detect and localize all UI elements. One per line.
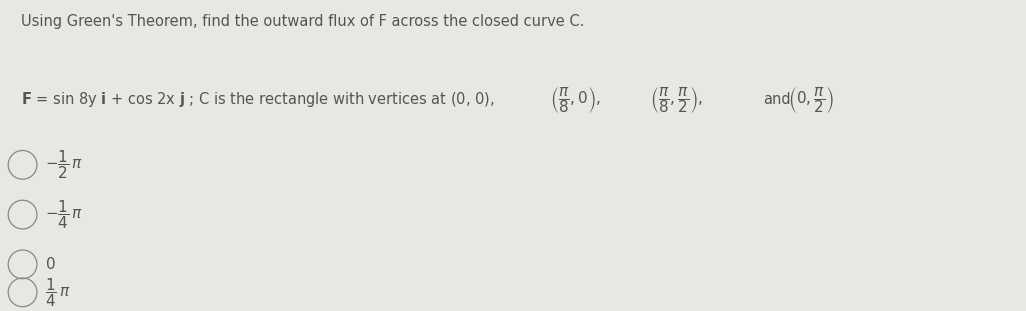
Text: $\dfrac{1}{4}\,\pi$: $\dfrac{1}{4}\,\pi$ — [45, 276, 71, 309]
Text: $-\dfrac{1}{2}\,\pi$: $-\dfrac{1}{2}\,\pi$ — [45, 148, 83, 181]
Text: and: and — [763, 92, 791, 107]
Text: $\left(\dfrac{\pi}{8},\dfrac{\pi}{2}\right)$,: $\left(\dfrac{\pi}{8},\dfrac{\pi}{2}\rig… — [650, 85, 703, 114]
Text: $-\dfrac{1}{4}\,\pi$: $-\dfrac{1}{4}\,\pi$ — [45, 198, 83, 231]
Text: $\left(0,\dfrac{\pi}{2}\right)$: $\left(0,\dfrac{\pi}{2}\right)$ — [788, 85, 834, 114]
Text: $\left(\dfrac{\pi}{8},0\right)$,: $\left(\dfrac{\pi}{8},0\right)$, — [550, 85, 601, 114]
Text: $\mathbf{F}$ = sin 8y $\mathbf{i}$ + cos 2x $\mathbf{j}$ ; C is the rectangle wi: $\mathbf{F}$ = sin 8y $\mathbf{i}$ + cos… — [21, 90, 495, 109]
Text: $0$: $0$ — [45, 256, 55, 272]
Text: Using Green's Theorem, find the outward flux of F across the closed curve C.: Using Green's Theorem, find the outward … — [21, 14, 584, 29]
